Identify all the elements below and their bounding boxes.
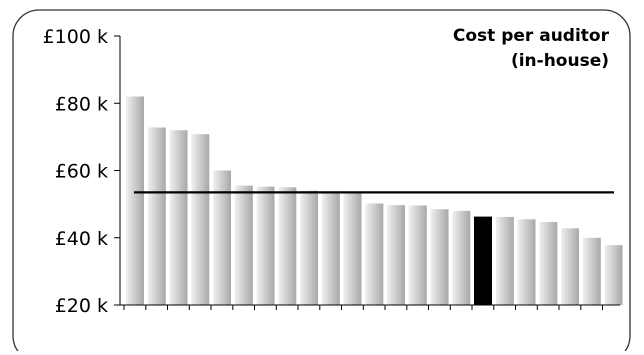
y-tick-label: £20 k (55, 295, 108, 317)
y-tick-label: £80 k (55, 93, 108, 115)
bar (169, 130, 188, 305)
chart-subtitle: (in-house) (511, 51, 609, 71)
bar (582, 237, 601, 306)
y-tick-label: £100 k (43, 26, 108, 48)
bar (387, 205, 405, 305)
bar (278, 187, 297, 305)
bar (408, 205, 427, 305)
bar (452, 210, 471, 305)
bars (126, 96, 623, 306)
bar (126, 96, 144, 305)
chart-title: Cost per auditor (453, 26, 610, 46)
bar (430, 209, 449, 305)
y-axis: £20 k £40 k £60 k £80 k £100 k (43, 26, 620, 317)
bar (343, 192, 362, 305)
bar (191, 134, 210, 305)
bar (517, 219, 536, 305)
bar (300, 190, 318, 305)
bar-highlighted (474, 216, 492, 305)
bar (321, 191, 340, 305)
bar (561, 228, 579, 305)
bar (213, 170, 231, 305)
bar (256, 186, 275, 305)
bar (147, 127, 166, 305)
bar (495, 216, 514, 305)
bar (234, 185, 253, 305)
bar (604, 245, 623, 305)
bar (539, 221, 558, 305)
bar (365, 203, 384, 305)
y-tick-label: £60 k (55, 161, 108, 183)
y-tick-label: £40 k (55, 228, 108, 250)
